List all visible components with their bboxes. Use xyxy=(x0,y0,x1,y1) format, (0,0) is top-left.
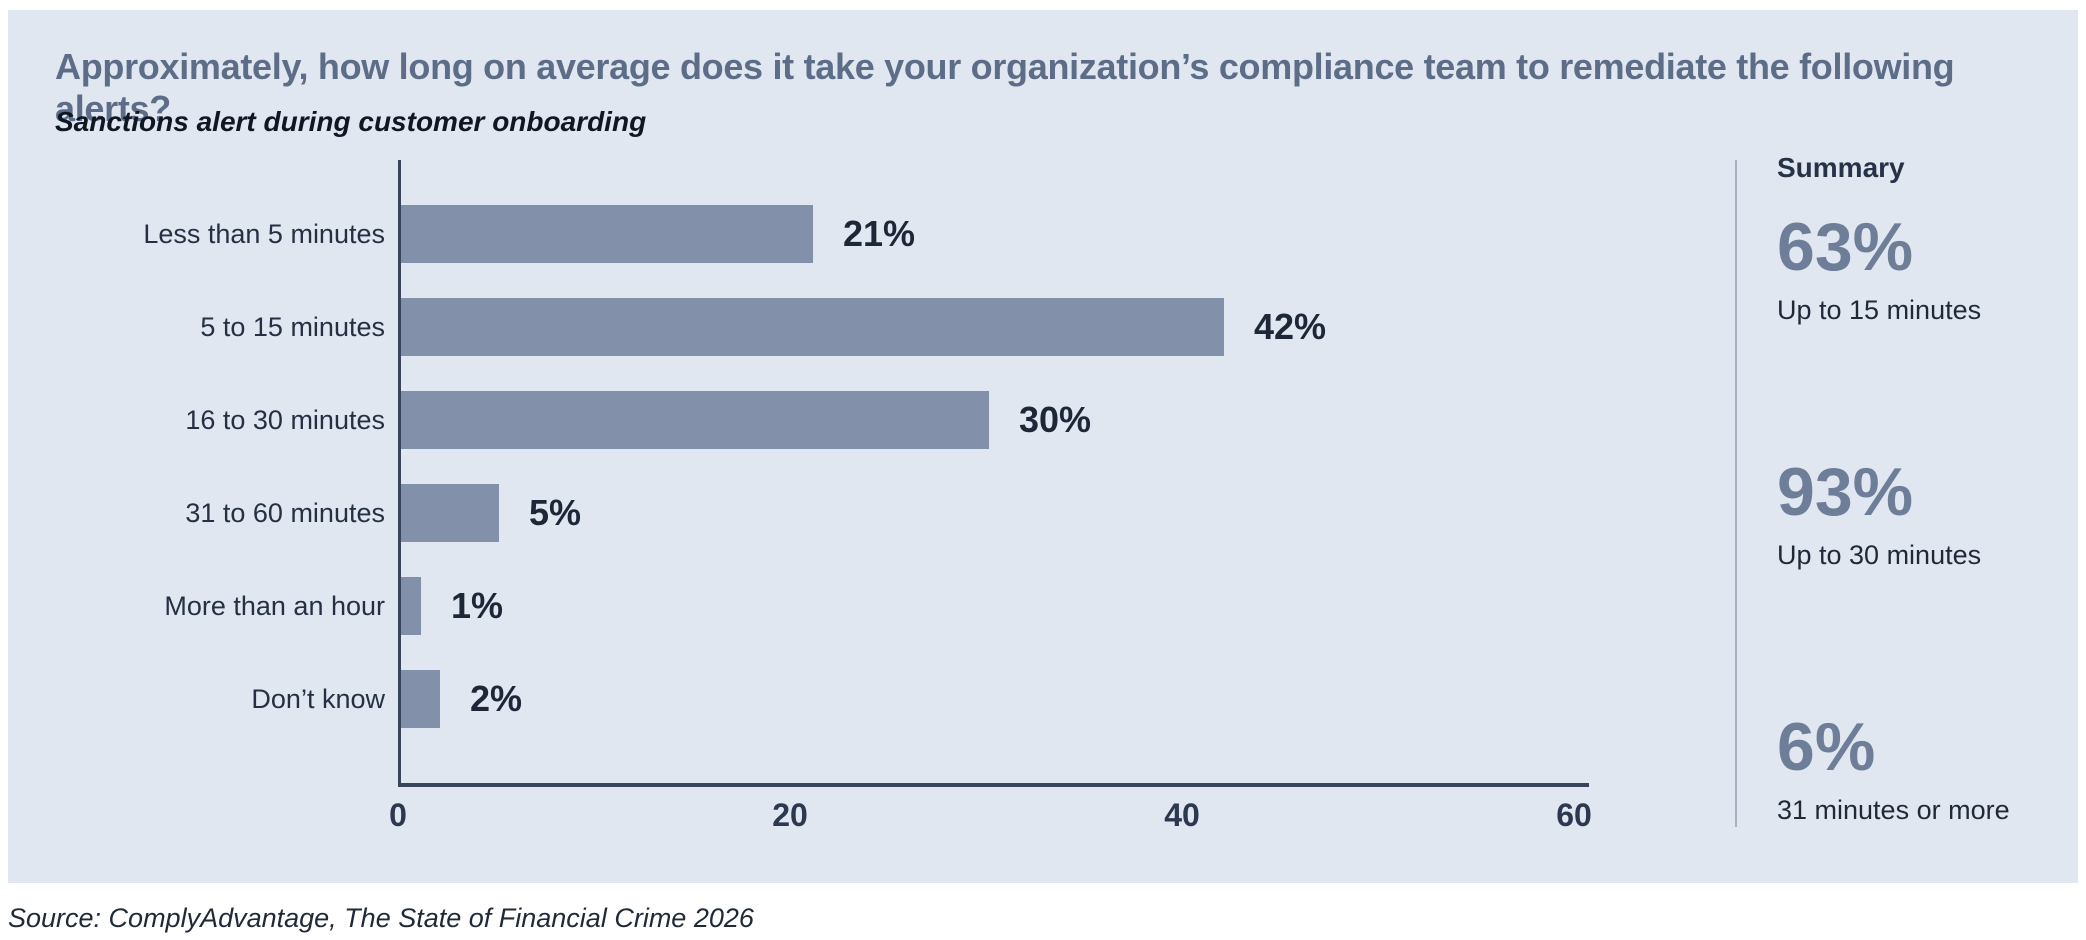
bar xyxy=(401,391,989,449)
x-axis-line xyxy=(398,783,1589,787)
source-note: Source: ComplyAdvantage, The State of Fi… xyxy=(8,903,754,933)
bar-value-label: 1% xyxy=(451,585,504,626)
summary-title: Summary xyxy=(1777,152,1905,183)
summary-panel: Summary 63% Up to 15 minutes 93% Up to 30 m… xyxy=(1777,10,2067,883)
x-tick-label: 40 xyxy=(1164,797,1200,833)
category-label: Less than 5 minutes xyxy=(143,219,385,249)
bar-row: 30% xyxy=(401,391,1589,449)
summary-item: 6% 31 minutes or more xyxy=(1777,709,2077,826)
x-axis-tick-labels: 0 20 40 60 xyxy=(389,797,1592,841)
summary-caption: Up to 30 minutes xyxy=(1777,540,1982,571)
category-label: Don’t know xyxy=(251,684,385,714)
category-label: More than an hour xyxy=(164,591,385,621)
bar xyxy=(401,484,499,542)
bar xyxy=(401,205,813,263)
x-tick-label: 20 xyxy=(772,797,808,833)
bar-value-label: 42% xyxy=(1254,306,1327,347)
y-axis-line xyxy=(398,160,401,783)
chart-subtitle: Sanctions alert during customer onboardi… xyxy=(55,106,647,137)
category-label: 31 to 60 minutes xyxy=(185,498,385,528)
bar-chart-plot: 21% 42% 30% 5% 1% 2% xyxy=(398,160,1589,787)
bar-value-label: 30% xyxy=(1019,399,1092,440)
bar-row: 5% xyxy=(401,484,1589,542)
x-tick-label: 60 xyxy=(1556,797,1592,833)
category-label: 5 to 15 minutes xyxy=(200,312,385,342)
summary-caption: Up to 15 minutes xyxy=(1777,295,1982,326)
bar-row: 21% xyxy=(401,205,1589,263)
summary-value: 6% xyxy=(1777,709,1876,785)
bar-row: 42% xyxy=(401,298,1589,356)
chart-title: Approximately, how long on average does … xyxy=(55,46,1955,129)
category-label: 16 to 30 minutes xyxy=(185,405,385,435)
bar-value-label: 21% xyxy=(843,213,916,254)
summary-item: 63% Up to 15 minutes xyxy=(1777,209,2077,326)
summary-item: 93% Up to 30 minutes xyxy=(1777,454,2077,571)
bar xyxy=(401,298,1224,356)
bar xyxy=(401,577,421,635)
summary-caption: 31 minutes or more xyxy=(1777,795,2010,826)
bar-row: 1% xyxy=(401,577,1589,635)
bar-value-label: 2% xyxy=(470,678,523,719)
bar xyxy=(401,670,440,728)
bar-value-label: 5% xyxy=(529,492,582,533)
x-tick-label: 0 xyxy=(389,797,407,833)
category-axis-labels: Less than 5 minutes 5 to 15 minutes 16 to … xyxy=(28,160,385,783)
summary-value: 63% xyxy=(1777,209,1914,285)
summary-value: 93% xyxy=(1777,454,1914,530)
chart-card: Approximately, how long on average does … xyxy=(8,10,2078,883)
summary-divider xyxy=(1735,160,1737,827)
bar-row: 2% xyxy=(401,670,1589,728)
